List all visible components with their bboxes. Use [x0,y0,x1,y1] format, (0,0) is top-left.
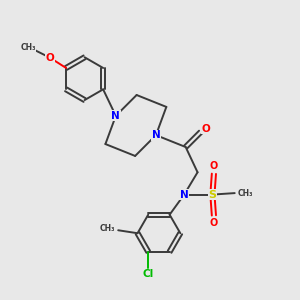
Text: O: O [210,218,218,228]
Text: N: N [111,111,120,121]
Text: O: O [210,161,218,171]
Text: N: N [180,190,189,200]
Text: S: S [208,190,216,200]
Text: N: N [152,130,160,140]
Text: O: O [202,124,210,134]
Text: CH₃: CH₃ [237,189,253,198]
Text: CH₃: CH₃ [100,224,116,233]
Text: O: O [45,52,54,63]
Text: Cl: Cl [142,269,154,279]
Text: CH₃: CH₃ [21,43,36,52]
